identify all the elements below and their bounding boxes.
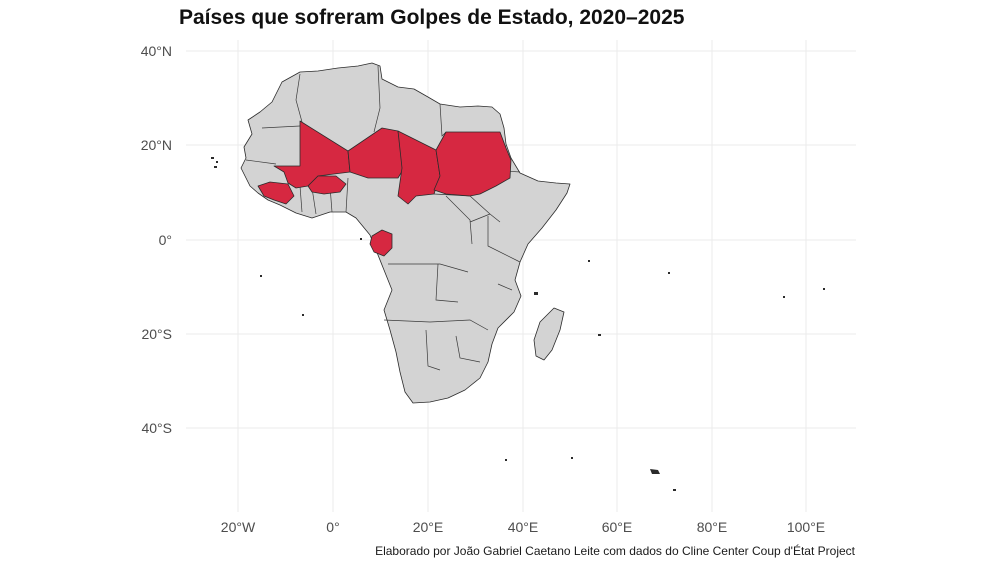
islands <box>211 157 825 491</box>
map-title: Países que sofreram Golpes de Estado, 20… <box>179 6 685 29</box>
x-tick-label: 100°E <box>787 519 825 535</box>
y-tick-label: 40°S <box>141 420 172 436</box>
map-caption: Elaborado por João Gabriel Caetano Leite… <box>375 544 855 558</box>
y-tick-label: 20°S <box>141 326 172 342</box>
country-borders <box>245 65 521 371</box>
x-tick-label: 20°E <box>413 519 444 535</box>
x-tick-label: 60°E <box>602 519 633 535</box>
country-sudan <box>433 131 512 197</box>
gridlines <box>186 40 856 512</box>
x-tick-label: 80°E <box>697 519 728 535</box>
x-tick-label: 20°W <box>221 519 256 535</box>
country-burkina-faso <box>307 175 347 195</box>
y-tick-label: 40°N <box>141 43 172 59</box>
country-gabon <box>369 229 393 257</box>
x-tick-label: 0° <box>326 519 339 535</box>
y-tick-label: 20°N <box>141 137 172 153</box>
africa-landmass <box>240 62 571 404</box>
y-tick-label: 0° <box>159 232 172 248</box>
madagascar <box>533 307 565 361</box>
country-guinea <box>257 181 295 205</box>
x-tick-label: 40°E <box>508 519 539 535</box>
